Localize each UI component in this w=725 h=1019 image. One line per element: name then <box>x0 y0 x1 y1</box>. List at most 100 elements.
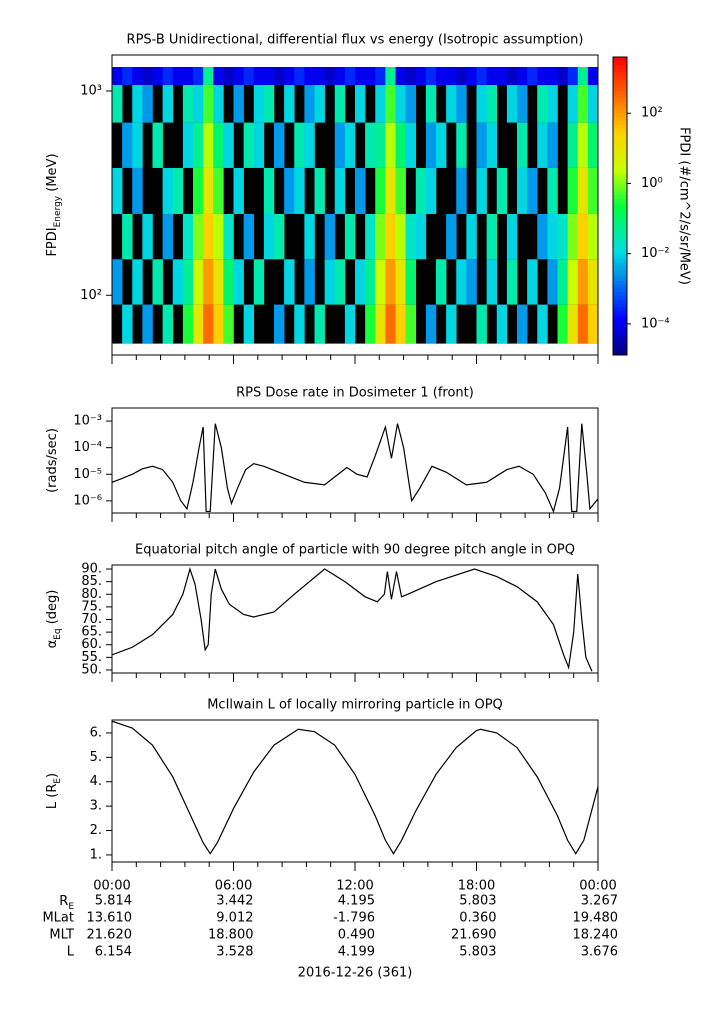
colorbar-segment <box>613 351 627 356</box>
heatmap-cell <box>284 67 295 85</box>
heatmap-cell <box>537 67 548 85</box>
heatmap-cell <box>193 84 204 123</box>
row-label-text: R <box>59 894 68 909</box>
row-value: 5.814 <box>95 894 132 909</box>
axis-label-unit: ) <box>45 773 60 778</box>
heatmap-cell <box>436 122 447 168</box>
heatmap-cell <box>567 304 579 344</box>
heatmap-cell <box>122 67 133 85</box>
heatmap-cell <box>395 304 406 344</box>
date-label: 2016-12-26 (361) <box>298 966 413 981</box>
colorbar-segment <box>613 291 627 296</box>
heatmap-cell <box>375 213 386 260</box>
colorbar-segment <box>613 157 627 162</box>
colorbar-segment <box>613 224 627 229</box>
heatmap-cell <box>365 259 376 305</box>
axis-label-text: (rads/sec) <box>45 428 60 493</box>
heatmap-cell <box>112 84 123 123</box>
heatmap-cell <box>223 259 234 305</box>
heatmap-cell <box>243 122 255 168</box>
heatmap-cell <box>263 213 275 260</box>
heatmap-cell <box>456 167 467 214</box>
heatmap-cell <box>324 259 336 305</box>
heatmap-cell <box>446 84 457 123</box>
heatmap-cell <box>446 67 457 85</box>
heatmap-cell <box>496 304 508 344</box>
heatmap-cell <box>385 167 396 214</box>
heatmap-cell <box>517 84 528 123</box>
heatmap-cell <box>334 259 346 305</box>
heatmap-cell <box>456 122 467 168</box>
y-tick-label: 2. <box>90 823 102 838</box>
heatmap-cell <box>243 67 255 85</box>
heatmap-cell <box>152 122 163 168</box>
heatmap-cell <box>557 213 568 260</box>
heatmap-cell <box>547 84 558 123</box>
heatmap-cell <box>213 259 224 305</box>
heatmap-cell <box>284 259 295 305</box>
colorbar-segment <box>613 131 627 136</box>
colorbar-segment <box>613 101 627 106</box>
colorbar-segment <box>613 187 627 192</box>
colorbar-segment <box>613 165 627 170</box>
heatmap-cell <box>223 67 234 85</box>
heatmap-cell <box>172 67 184 85</box>
heatmap-cell <box>233 259 244 305</box>
colorbar-segment <box>613 64 627 69</box>
row-value: 3.267 <box>581 894 618 909</box>
heatmap-cell <box>385 67 396 85</box>
y-tick-label: 6. <box>90 725 102 740</box>
heatmap-cell <box>263 84 275 123</box>
heatmap-cell <box>385 259 396 305</box>
colorbar-segment <box>613 206 627 211</box>
heatmap-cell <box>405 259 417 305</box>
heatmap-cell <box>425 304 437 344</box>
colorbar-segment <box>613 168 627 173</box>
heatmap-cell <box>304 84 315 123</box>
data-line <box>112 566 593 672</box>
y-tick-label: 55. <box>81 650 102 665</box>
heatmap-cell <box>355 167 366 214</box>
y-tick-label: 50. <box>81 662 102 677</box>
panel-title: McIlwain L of locally mirroring particle… <box>207 698 503 713</box>
heatmap-cell <box>527 167 538 214</box>
heatmap-cell <box>314 84 325 123</box>
heatmap-cell <box>587 167 599 214</box>
colorbar-segment <box>613 269 627 274</box>
heatmap-cell <box>263 67 275 85</box>
heatmap-cell <box>537 304 548 344</box>
row-label: RE <box>59 894 74 912</box>
colorbar-segment <box>613 287 627 293</box>
heatmap-cell <box>304 259 315 305</box>
heatmap-cell <box>344 213 356 260</box>
heatmap-cell <box>517 122 528 168</box>
heatmap-cell <box>517 304 528 344</box>
colorbar-segment <box>613 340 627 345</box>
y-tick-label: 3. <box>90 799 102 814</box>
y-tick-label: 10² <box>80 288 102 303</box>
x-tick-label: 18:00 <box>458 879 495 894</box>
heatmap-cell <box>476 122 487 168</box>
heatmap-cell <box>344 122 356 168</box>
heatmap-cell <box>193 304 204 344</box>
heatmap-cell <box>334 67 346 85</box>
heatmap-cell <box>142 213 153 260</box>
heatmap-cell <box>375 304 386 344</box>
heatmap-cell <box>476 304 487 344</box>
heatmap-cell <box>344 67 356 85</box>
heatmap-cell <box>547 122 558 168</box>
colorbar-segment <box>613 120 627 125</box>
colorbar-segment <box>613 317 627 322</box>
colorbar-tick-label: 10⁻⁴ <box>641 316 670 331</box>
row-value: 5.803 <box>459 894 496 909</box>
colorbar-segment <box>613 135 627 140</box>
heatmap-cell <box>203 167 214 214</box>
heatmap-cell <box>405 67 417 85</box>
plot-frame <box>111 564 599 674</box>
heatmap-cell <box>213 84 224 123</box>
heatmap-cell <box>243 304 255 344</box>
heatmap-cell <box>314 304 325 344</box>
colorbar-segment <box>613 273 627 278</box>
heatmap-cell <box>355 84 366 123</box>
row-label: MLat <box>42 911 74 926</box>
